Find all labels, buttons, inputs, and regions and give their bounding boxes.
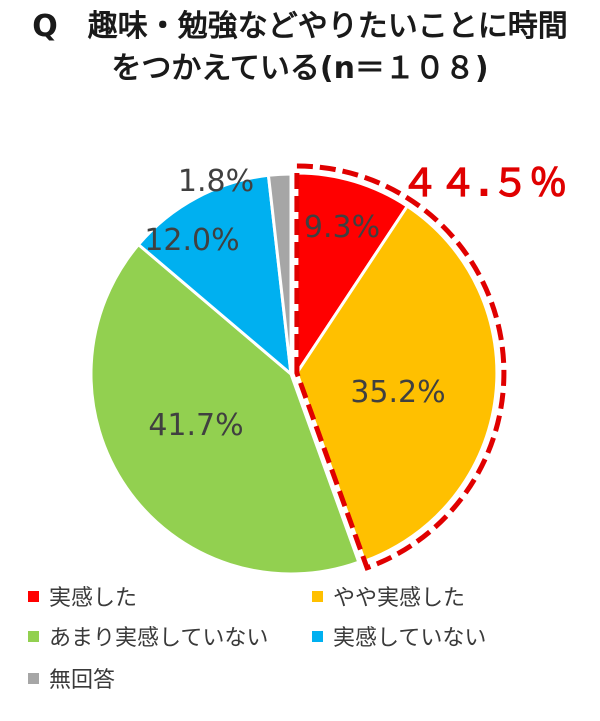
- pie-slice-2: [89, 242, 361, 576]
- chart-title-line1: Q 趣味・勉強などやりたいことに時間: [32, 9, 568, 44]
- legend-swatch: [28, 630, 39, 642]
- legend-label: あまり実感していない: [49, 626, 269, 651]
- legend-item-jikkan-shita: 実感した: [28, 580, 137, 612]
- chart-title-line2: をつかえている(n＝１０８): [111, 51, 489, 86]
- legend-label: 実感していない: [333, 626, 487, 651]
- legend-swatch: [312, 630, 323, 642]
- pie-slice-3: [136, 173, 293, 378]
- legend-swatch: [28, 672, 39, 684]
- data-label-0: 9.3%: [304, 210, 380, 245]
- highlight-total-label: ４４.５％: [401, 161, 567, 205]
- legend-item-jikkan-shiteinai: 実感していない: [312, 620, 486, 652]
- legend-item-amari-jikkan-shiteinai: あまり実感していない: [28, 620, 268, 652]
- legend-swatch: [28, 590, 39, 602]
- highlight-outline: [294, 163, 507, 571]
- legend-label: 実感した: [49, 586, 138, 611]
- data-label-1: 35.2%: [350, 375, 445, 410]
- pie-chart: 9.3% 35.2% 41.7% 12.0% 1.8% ４４.５％: [89, 161, 567, 576]
- legend-item-mukaito: 無回答: [28, 662, 115, 694]
- chart-title: Q 趣味・勉強などやりたいことに時間 をつかえている(n＝１０８): [0, 6, 600, 90]
- legend-item-yaya-jikkan-shita: やや実感した: [312, 580, 465, 612]
- data-label-3: 12.0%: [144, 223, 239, 258]
- legend-label: 無回答: [49, 668, 116, 693]
- data-label-2: 41.7%: [148, 408, 243, 443]
- pie-slice-1: [295, 204, 499, 564]
- pie-slice-0: [295, 171, 410, 378]
- legend-swatch: [312, 590, 323, 602]
- legend-label: やや実感した: [333, 586, 466, 611]
- data-label-4: 1.8%: [178, 164, 254, 199]
- pie-slice-4: [266, 172, 293, 375]
